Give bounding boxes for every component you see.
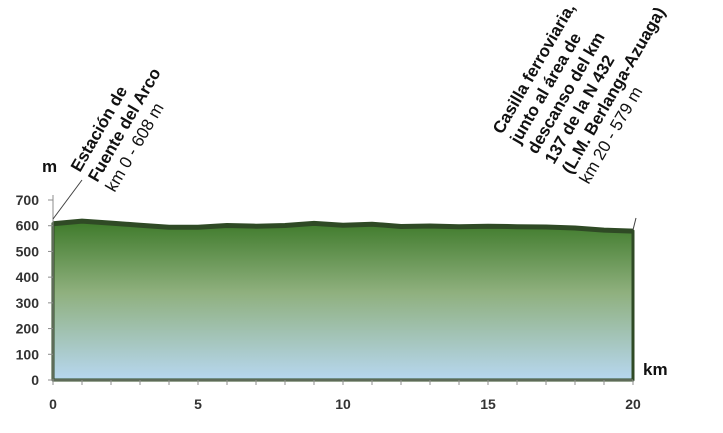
- profile-area: [51, 218, 635, 382]
- elevation-point-9: [312, 221, 316, 225]
- y-axis-unit: m: [42, 157, 57, 176]
- elevation-point-16: [515, 225, 519, 229]
- elevation-point-8: [283, 223, 287, 227]
- x-tick-label-10: 10: [335, 396, 351, 412]
- elevation-point-4: [167, 225, 171, 229]
- elevation-point-2: [109, 221, 113, 225]
- elevation-point-15: [486, 224, 490, 228]
- elevation-point-12: [399, 224, 403, 228]
- y-tick-label-700: 700: [16, 192, 40, 208]
- annotation-leader-0: [52, 179, 83, 220]
- y-tick-label-400: 400: [16, 269, 40, 285]
- elevation-point-7: [254, 224, 258, 228]
- elevation-area: [51, 219, 635, 382]
- elevation-point-6: [225, 223, 229, 227]
- x-tick-label-20: 20: [625, 396, 641, 412]
- x-tick-label-15: 15: [480, 396, 496, 412]
- x-tick-label-5: 5: [194, 396, 202, 412]
- y-tick-label-0: 0: [31, 372, 39, 388]
- y-tick-label-600: 600: [16, 218, 40, 234]
- annotation-leader-1: [632, 217, 637, 231]
- x-axis-unit: km: [643, 360, 668, 379]
- y-tick-label-500: 500: [16, 243, 40, 259]
- elevation-point-13: [428, 224, 432, 228]
- elevation-point-14: [457, 225, 461, 229]
- annotation-1: Casilla ferroviaria,junto al área dedesc…: [489, 0, 669, 187]
- x-tick-label-0: 0: [49, 396, 57, 412]
- elevation-point-10: [341, 223, 345, 227]
- elevation-point-20: [631, 229, 635, 233]
- y-tick-label-100: 100: [16, 346, 40, 362]
- y-tick-label-300: 300: [16, 295, 40, 311]
- elevation-point-11: [370, 222, 374, 226]
- y-tick-label-200: 200: [16, 321, 40, 337]
- elevation-point-17: [544, 225, 548, 229]
- elevation-point-3: [138, 223, 142, 227]
- elevation-point-19: [602, 228, 606, 232]
- axes: 0 100 200 300 400 500 600 700 0 5 10 15 20: [16, 192, 641, 412]
- elevation-point-1: [80, 219, 84, 223]
- elevation-point-5: [196, 225, 200, 229]
- elevation-point-18: [573, 226, 577, 230]
